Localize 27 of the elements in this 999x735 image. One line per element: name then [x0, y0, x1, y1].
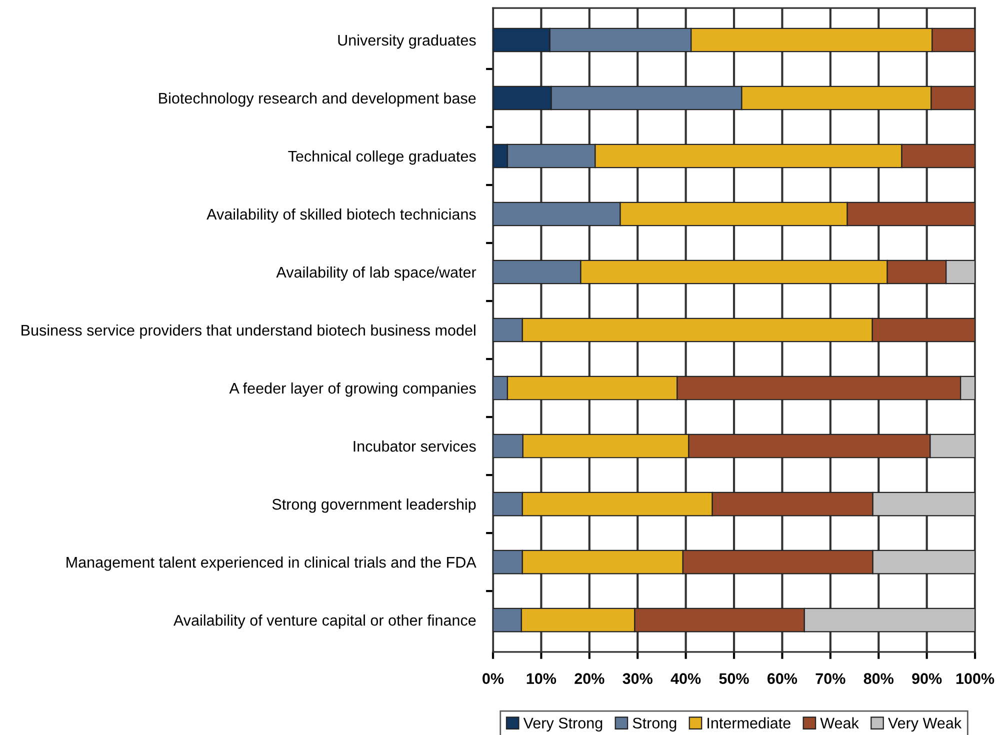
- y-tick-label: University graduates: [338, 34, 476, 49]
- y-tick-label: Technical college graduates: [288, 150, 476, 165]
- y-tick-label: Availability of skilled biotech technicians: [206, 208, 476, 223]
- legend-label: Strong: [632, 718, 676, 732]
- legend-label: Very Weak: [888, 717, 962, 732]
- x-tick-label: 70%: [816, 673, 846, 684]
- y-tick-label: Biotechnology research and development base: [159, 92, 476, 107]
- x-tick-label: 100%: [956, 673, 994, 684]
- x-tick-label: 50%: [719, 673, 749, 684]
- y-tick-label: Management talent experienced in clinical trials and the FDA: [66, 556, 476, 571]
- legend-label: Intermediate: [708, 717, 790, 729]
- x-tick-label: 80%: [864, 673, 894, 684]
- y-tick-label: Business service providers that understand biotech business model: [22, 324, 476, 339]
- x-tick-label: 0%: [482, 673, 504, 684]
- x-tick-label: 10%: [526, 673, 556, 684]
- x-tick-label: 20%: [574, 673, 604, 684]
- x-tick-label: 30%: [622, 673, 652, 684]
- y-tick-label: Availability of venture capital or other finance: [173, 614, 476, 629]
- legend-label: Weak: [820, 717, 859, 729]
- y-tick-label: A feeder layer of growing companies: [229, 382, 476, 397]
- x-tick-label: 40%: [670, 673, 701, 684]
- y-tick-label: Availability of lab space/water: [276, 266, 476, 281]
- legend-label: Very Strong: [523, 718, 602, 732]
- y-tick-label: Strong government leadership: [272, 498, 476, 513]
- y-tick-label: Incubator services: [354, 440, 476, 452]
- x-tick-label: 90%: [912, 673, 942, 684]
- x-tick-label: 60%: [767, 673, 798, 684]
